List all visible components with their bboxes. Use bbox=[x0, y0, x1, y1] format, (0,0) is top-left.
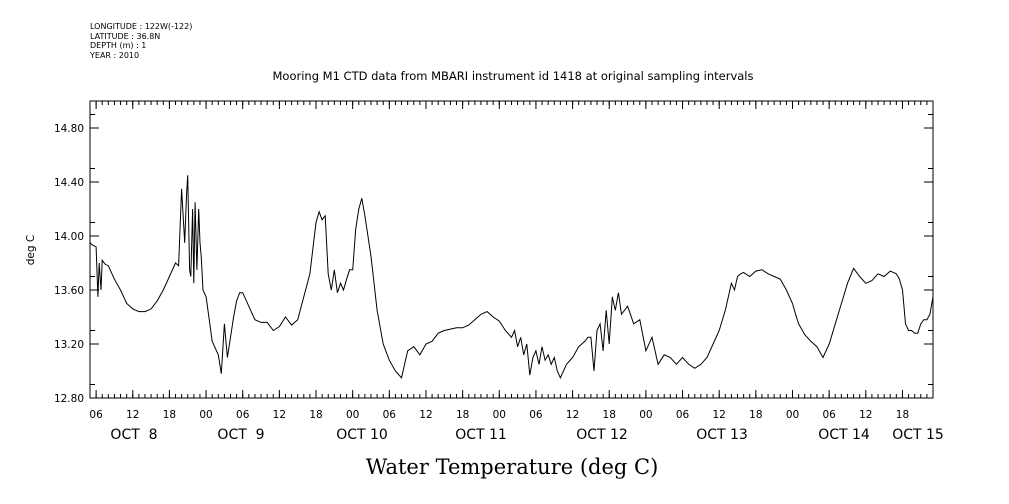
x-tick-label: 06 bbox=[529, 409, 543, 421]
y-tick-label: 14.00 bbox=[54, 231, 84, 243]
x-tick-label: 12 bbox=[713, 409, 726, 421]
chart-title: Mooring M1 CTD data from MBARI instrumen… bbox=[273, 69, 754, 83]
plot-frame bbox=[89, 100, 934, 399]
y-axis-label: deg C bbox=[25, 235, 37, 265]
x-tick-label: 00 bbox=[639, 409, 652, 421]
metadata-block: LONGITUDE : 122W(-122) LATITUDE : 36.8N … bbox=[90, 22, 192, 60]
x-tick-label: 00 bbox=[346, 409, 359, 421]
x-tick-label: 06 bbox=[383, 409, 397, 421]
x-date-label: OCT 13 bbox=[696, 427, 748, 443]
x-tick-label: 18 bbox=[309, 409, 322, 421]
plot-axes bbox=[89, 100, 934, 399]
y-tick-label: 12.80 bbox=[54, 393, 84, 405]
x-date-label: OCT 11 bbox=[455, 427, 507, 443]
x-tick-label: 12 bbox=[273, 409, 286, 421]
year-label: YEAR : 2010 bbox=[90, 50, 140, 60]
x-tick-label: 18 bbox=[163, 409, 176, 421]
y-axis-ticks: 12.80 13.20 13.60 14.00 14.40 14.80 bbox=[54, 114, 933, 405]
x-tick-label: 06 bbox=[89, 409, 103, 421]
x-tick-label: 00 bbox=[199, 409, 212, 421]
x-tick-label: 18 bbox=[749, 409, 762, 421]
y-tick-label: 13.60 bbox=[54, 285, 84, 297]
x-tick-label: 18 bbox=[456, 409, 469, 421]
x-tick-label: 12 bbox=[126, 409, 139, 421]
x-tick-label: 06 bbox=[236, 409, 250, 421]
water-temperature-line bbox=[89, 175, 934, 380]
latitude-label: LATITUDE : 36.8N bbox=[90, 31, 161, 41]
x-tick-label: 12 bbox=[859, 409, 872, 421]
x-tick-label: 12 bbox=[419, 409, 432, 421]
depth-label: DEPTH (m) : 1 bbox=[90, 41, 147, 50]
x-axis-ticks: 06 12 18 00 06 12 18 00 06 12 18 00 06 12 18 00 06 12 18 00… bbox=[89, 101, 909, 421]
y-tick-label: 14.80 bbox=[54, 123, 84, 135]
x-tick-label: 18 bbox=[603, 409, 616, 421]
x-axis-date-labels: OCT 8 OCT 9 OCT 10 OCT 11 OCT 12 OCT 13 OCT 14… bbox=[110, 427, 943, 443]
x-tick-label: 00 bbox=[493, 409, 506, 421]
x-date-label: OCT 8 bbox=[110, 427, 157, 443]
x-tick-label: 06 bbox=[822, 409, 836, 421]
x-date-label: OCT 15 bbox=[892, 427, 944, 443]
x-date-label: OCT 10 bbox=[336, 427, 388, 443]
x-axis-label: Water Temperature (deg C) bbox=[366, 455, 659, 479]
x-tick-label: 06 bbox=[676, 409, 690, 421]
longitude-label: LONGITUDE : 122W(-122) bbox=[90, 22, 193, 31]
x-date-label: OCT 12 bbox=[576, 427, 628, 443]
x-tick-label: 12 bbox=[566, 409, 579, 421]
y-tick-label: 13.20 bbox=[54, 339, 84, 351]
y-tick-label: 14.40 bbox=[54, 177, 84, 189]
x-date-label: OCT 9 bbox=[217, 427, 264, 443]
x-tick-label: 00 bbox=[786, 409, 799, 421]
x-tick-label: 18 bbox=[896, 409, 909, 421]
x-date-label: OCT 14 bbox=[818, 427, 870, 443]
